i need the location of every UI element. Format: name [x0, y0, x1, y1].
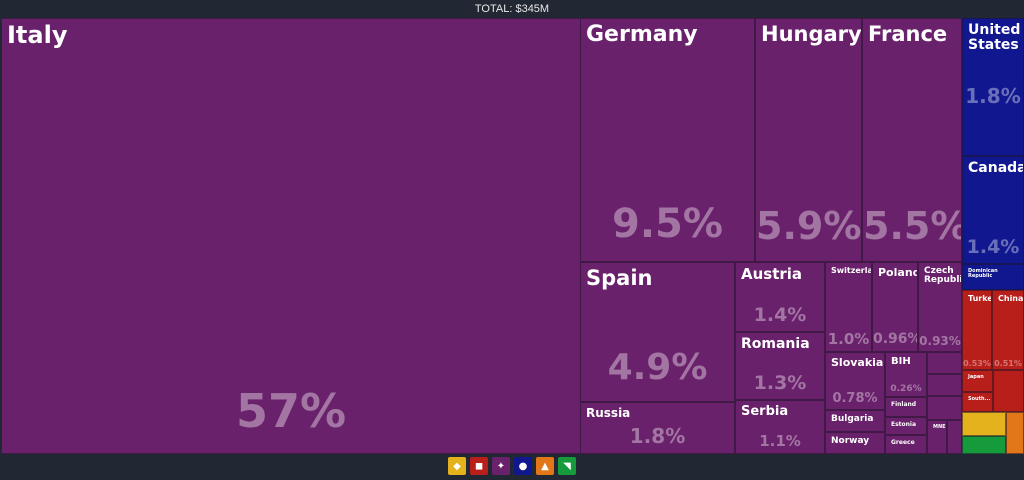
treemap-cell-italy[interactable]: Italy 57%	[1, 18, 581, 454]
treemap-cell-south-korea[interactable]: South...	[962, 392, 993, 412]
treemap-cell-mne[interactable]: MNE	[927, 420, 947, 454]
treemap-cell-unlabeled[interactable]	[993, 370, 1024, 412]
treemap-cell-romania[interactable]: Romania 1.3%	[735, 332, 825, 400]
treemap-cell-turkey[interactable]: Turkey 0.53%	[962, 290, 992, 370]
cell-percent-italy: 57%	[235, 383, 347, 438]
cell-label-poland: Poland	[878, 266, 918, 279]
cell-label-spain: Spain	[586, 266, 653, 290]
cell-label-france: France	[868, 22, 948, 46]
cell-label-germany: Germany	[586, 22, 698, 47]
cell-label-mne: MNE	[933, 424, 946, 430]
treemap-cell-unlabeled[interactable]	[927, 374, 962, 396]
cell-percent-switzerland: 1.0%	[827, 329, 870, 348]
total-label: TOTAL: $345M	[474, 3, 550, 15]
cell-label-greece: Greece	[891, 439, 915, 446]
treemap-cell-france[interactable]: France 5.5%	[862, 18, 962, 262]
treemap-cell-switzerland[interactable]: Switzerland 1.0%	[825, 262, 872, 352]
cell-percent-canada: 1.4%	[966, 235, 1020, 258]
treemap-cell-spain[interactable]: Spain 4.9%	[580, 262, 735, 402]
cell-label-switzerland: Switzerland	[831, 266, 871, 275]
treemap-cell-oceania[interactable]	[1006, 412, 1024, 454]
treemap-cell-finland[interactable]: Finland	[885, 397, 927, 417]
cell-percent-china: 0.51%	[994, 358, 1022, 368]
cell-label-japan: Japan	[968, 374, 984, 380]
cell-label-slovakia: Slovakia	[831, 356, 884, 369]
treemap-cell-austria[interactable]: Austria 1.4%	[735, 262, 825, 332]
cell-percent-hungary: 5.9%	[756, 204, 862, 249]
cell-percent-russia: 1.8%	[629, 424, 686, 448]
cell-percent-bih: 0.26%	[890, 384, 922, 395]
cell-label-hungary: Hungary	[761, 22, 862, 46]
treemap-cell-unlabeled[interactable]	[947, 420, 962, 454]
treemap-cell-united-states[interactable]: United States 1.8%	[962, 18, 1024, 156]
south-america-icon[interactable]: ◥	[558, 457, 576, 475]
cell-label-norway: Norway	[831, 436, 870, 446]
cell-percent-france: 5.5%	[863, 204, 962, 249]
cell-label-bih: BIH	[891, 356, 911, 367]
cell-label-china: China	[998, 294, 1024, 303]
treemap-cell-poland[interactable]: Poland 0.96%	[872, 262, 918, 352]
cell-percent-germany: 9.5%	[612, 201, 723, 247]
cell-label-austria: Austria	[741, 265, 803, 283]
treemap-cell-greece[interactable]: Greece	[885, 435, 927, 454]
africa-icon[interactable]: ◆	[448, 457, 466, 475]
treemap-cell-serbia[interactable]: Serbia 1.1%	[735, 400, 825, 454]
cell-label-canada: Canada	[968, 160, 1024, 176]
cell-label-united-states: United States	[968, 22, 1021, 53]
cell-percent-austria: 1.4%	[753, 303, 807, 326]
treemap-cell-dominican-republic[interactable]: Dominican Republic	[962, 264, 1024, 290]
cell-label-turkey: Turkey	[968, 294, 991, 303]
cell-label-dominican-republic: Dominican Republic	[968, 268, 998, 280]
treemap-cell-bulgaria[interactable]: Bulgaria	[825, 410, 885, 432]
treemap-cell-norway[interactable]: Norway	[825, 432, 885, 454]
cell-percent-turkey: 0.53%	[963, 358, 991, 368]
cell-label-russia: Russia	[586, 406, 631, 420]
cell-percent-poland: 0.96%	[873, 331, 918, 348]
treemap-cell-hungary[interactable]: Hungary 5.9%	[755, 18, 862, 262]
cell-label-romania: Romania	[741, 336, 810, 352]
cell-percent-united-states: 1.8%	[965, 84, 1021, 108]
north-america-icon[interactable]: ●	[514, 457, 532, 475]
treemap-cell-slovakia[interactable]: Slovakia 0.78%	[825, 352, 885, 410]
europe-icon[interactable]: ✦	[492, 457, 510, 475]
cell-percent-serbia: 1.1%	[759, 431, 801, 450]
treemap-cell-china[interactable]: China 0.51%	[992, 290, 1024, 370]
treemap-cell-czech-republic[interactable]: Czech Republic 0.93%	[918, 262, 962, 352]
treemap-cell-japan[interactable]: Japan	[962, 370, 993, 392]
cell-label-south-korea: South...	[968, 396, 991, 402]
cell-label-czech-republic: Czech Republic	[924, 266, 961, 286]
treemap-cell-estonia[interactable]: Estonia	[885, 417, 927, 435]
treemap-cell-unlabeled[interactable]	[927, 396, 962, 420]
treemap-cell-germany[interactable]: Germany 9.5%	[580, 18, 755, 262]
treemap-cell-russia[interactable]: Russia 1.8%	[580, 402, 735, 454]
cell-label-serbia: Serbia	[741, 404, 789, 419]
oceania-icon[interactable]: ▲	[536, 457, 554, 475]
cell-label-italy: Italy	[7, 21, 68, 49]
region-legend: ◆ ◼ ✦ ● ▲ ◥	[0, 457, 1024, 479]
cell-percent-romania: 1.3%	[753, 371, 807, 394]
treemap-cell-africa[interactable]	[962, 412, 1006, 436]
cell-label-finland: Finland	[891, 401, 917, 408]
cell-percent-slovakia: 0.78%	[832, 390, 878, 406]
treemap-cell-canada[interactable]: Canada 1.4%	[962, 156, 1024, 264]
cell-percent-czech-republic: 0.93%	[919, 334, 961, 349]
cell-label-bulgaria: Bulgaria	[831, 414, 874, 424]
asia-icon[interactable]: ◼	[470, 457, 488, 475]
cell-label-estonia: Estonia	[891, 421, 917, 428]
treemap-cell-south-america[interactable]	[962, 436, 1006, 454]
treemap-cell-bih[interactable]: BIH 0.26%	[885, 352, 927, 397]
cell-percent-spain: 4.9%	[607, 347, 708, 389]
treemap-cell-unlabeled[interactable]	[927, 352, 962, 374]
